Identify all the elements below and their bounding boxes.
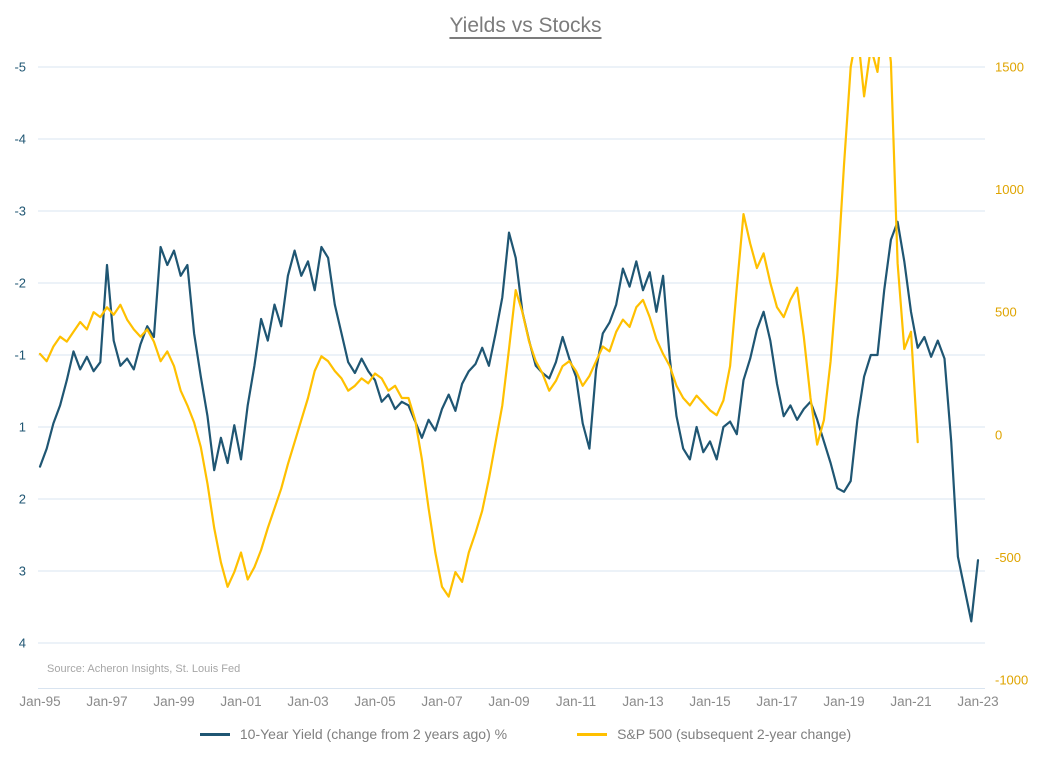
- left-axis-label: -1: [14, 348, 26, 363]
- sp500-line-swatch-icon: [577, 732, 608, 736]
- left-axis-label: -3: [14, 204, 26, 219]
- x-axis-label: Jan-97: [86, 694, 127, 709]
- left-axis-label: -4: [14, 132, 26, 147]
- x-axis-label: Jan-17: [756, 694, 797, 709]
- x-axis-label: Jan-19: [823, 694, 864, 709]
- right-axis-label: 1000: [995, 182, 1024, 197]
- source-note: Source: Acheron Insights, St. Louis Fed: [47, 663, 241, 675]
- x-axis-label: Jan-11: [556, 694, 596, 709]
- left-axis-label: -5: [14, 60, 26, 75]
- legend-item-yield: 10-Year Yield (change from 2 years ago) …: [199, 726, 508, 742]
- right-axis-label: -1000: [995, 673, 1028, 688]
- x-axis-label: Jan-95: [19, 694, 60, 709]
- sp500-line: [38, 57, 919, 598]
- yield-line: [38, 220, 980, 623]
- right-axis-label: 1500: [995, 60, 1024, 75]
- x-axis-label: Jan-03: [287, 694, 328, 709]
- x-axis-label: Jan-15: [689, 694, 730, 709]
- x-axis-label: Jan-13: [622, 694, 663, 709]
- right-axis-label: -500: [995, 550, 1021, 565]
- left-axis-label: -2: [14, 276, 26, 291]
- x-axis-label: Jan-07: [421, 694, 462, 709]
- x-axis-label: Jan-99: [153, 694, 194, 709]
- legend-item-sp500: S&P 500 (subsequent 2-year change): [577, 726, 851, 742]
- right-axis-label: 0: [995, 427, 1002, 442]
- left-axis-label: 2: [19, 492, 26, 507]
- chart-title: Yields vs Stocks: [449, 14, 602, 37]
- x-axis-label: Jan-05: [354, 694, 395, 709]
- legend-label-sp500: S&P 500 (subsequent 2-year change): [617, 726, 852, 742]
- legend: 10-Year Yield (change from 2 years ago) …: [0, 726, 1051, 742]
- legend-label-yield: 10-Year Yield (change from 2 years ago) …: [239, 726, 508, 742]
- left-axis-label: 1: [19, 420, 26, 435]
- x-axis-label: Jan-09: [488, 694, 529, 709]
- right-axis-label: 500: [995, 305, 1017, 320]
- x-axis-label: Jan-21: [890, 694, 931, 709]
- yield-line-swatch-icon: [199, 732, 230, 736]
- x-axis-label: Jan-01: [220, 694, 261, 709]
- left-axis-label: 3: [19, 564, 26, 579]
- left-axis-label: 4: [19, 636, 26, 651]
- x-axis-label: Jan-23: [957, 694, 998, 709]
